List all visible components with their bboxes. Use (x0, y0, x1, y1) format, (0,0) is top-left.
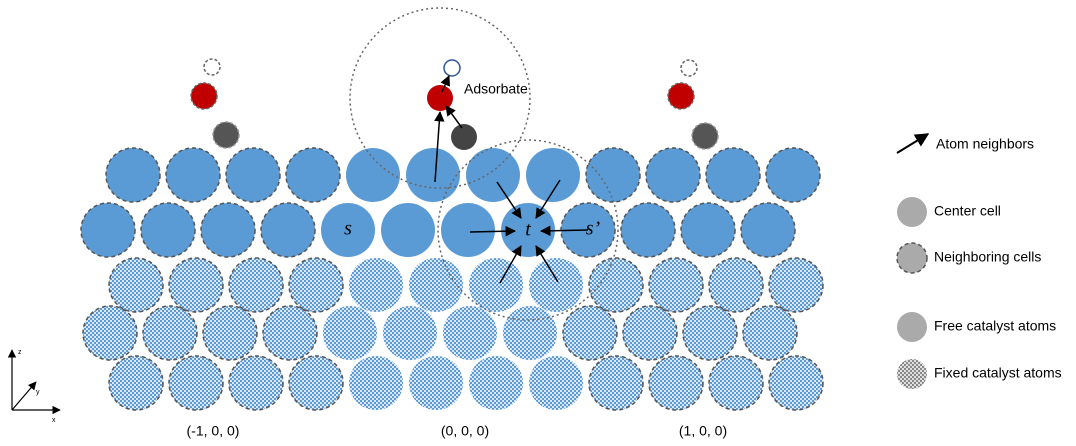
catalyst-atom (285, 147, 341, 203)
catalyst-atom (262, 305, 318, 361)
catalyst-atom (680, 202, 736, 258)
catalyst-atom (682, 305, 738, 361)
neighbor-arrows (434, 75, 589, 284)
catalyst-atom (142, 305, 198, 361)
catalyst-atoms (80, 147, 824, 411)
atom (443, 59, 461, 77)
cell-label: (-1, 0, 0) (187, 423, 240, 439)
catalyst-atom (202, 305, 258, 361)
legend-arrow (896, 133, 930, 154)
catalyst-atom (225, 147, 281, 203)
legend-swatch (897, 197, 927, 227)
catalyst-atom (708, 355, 764, 411)
catalyst-atom (742, 305, 798, 361)
legend-label: Fixed catalyst atoms (934, 365, 1062, 381)
catalyst-atom (168, 257, 224, 313)
catalyst-atom (585, 147, 641, 203)
site-cutoff (437, 139, 619, 321)
catalyst-atom (562, 305, 618, 361)
atom (680, 59, 698, 77)
catalyst-atom (288, 257, 344, 313)
catalyst-atom (705, 147, 761, 203)
catalyst-atom (529, 258, 583, 312)
atom (667, 82, 695, 110)
catalyst-atom (200, 202, 256, 258)
catalyst-atom (622, 305, 678, 361)
catalyst-atom (469, 356, 523, 410)
catalyst-atom (321, 203, 375, 257)
catalyst-atom (349, 258, 403, 312)
axes (7, 349, 61, 415)
legend-label: Atom neighbors (936, 136, 1034, 152)
catalyst-atom (529, 356, 583, 410)
catalyst-atom (765, 147, 821, 203)
site-label: s (344, 218, 352, 240)
catalyst-atom (768, 257, 824, 313)
adsorbate-label: Adsorbate (464, 81, 528, 97)
atom (451, 124, 477, 150)
catalyst-atom (588, 257, 644, 313)
atom (212, 121, 240, 149)
catalyst-atom (228, 257, 284, 313)
atom (427, 85, 453, 111)
site-label: s’ (586, 218, 601, 240)
legend-swatch (897, 359, 927, 389)
catalyst-atom (503, 306, 557, 360)
catalyst-atom (645, 147, 701, 203)
legend-swatch (897, 312, 927, 342)
site-label: t (525, 219, 531, 241)
catalyst-atom (108, 355, 164, 411)
catalyst-atom (406, 148, 460, 202)
catalyst-atom (80, 202, 136, 258)
catalyst-atom (323, 306, 377, 360)
catalyst-atom (288, 355, 344, 411)
catalyst-atom (381, 203, 435, 257)
adsorbates (190, 58, 719, 150)
catalyst-atom (526, 148, 580, 202)
axis-label: z (18, 349, 22, 356)
catalyst-atom (768, 355, 824, 411)
catalyst-atom (383, 306, 437, 360)
catalyst-atom (441, 203, 495, 257)
catalyst-atom (346, 148, 400, 202)
catalyst-atom (620, 202, 676, 258)
atom (190, 82, 218, 110)
atom (203, 58, 221, 76)
legend-swatch (896, 242, 928, 274)
catalyst-atom (409, 356, 463, 410)
catalyst-atom (648, 355, 704, 411)
catalyst-atom (466, 148, 520, 202)
cell-label: (1, 0, 0) (679, 423, 727, 439)
catalyst-atom (409, 258, 463, 312)
catalyst-atom (469, 258, 523, 312)
catalyst-atom (648, 257, 704, 313)
legend-label: Center cell (934, 203, 1001, 219)
catalyst-atom (228, 355, 284, 411)
catalyst-atom (82, 305, 138, 361)
legend-label: Neighboring cells (934, 249, 1041, 265)
catalyst-atom (108, 257, 164, 313)
axis-label: x (52, 417, 56, 424)
adsorbate-cutoff (349, 7, 531, 189)
catalyst-atom (588, 355, 644, 411)
catalyst-atom (165, 147, 221, 203)
legend-label: Free catalyst atoms (934, 318, 1056, 334)
catalyst-atom (708, 257, 764, 313)
legend: Atom neighbors Center cell Neighboring c… (896, 133, 1062, 389)
axis-label: y (36, 389, 40, 396)
catalyst-atom (168, 355, 224, 411)
catalyst-atom (140, 202, 196, 258)
catalyst-atom (105, 147, 161, 203)
cell-label: (0, 0, 0) (441, 423, 489, 439)
catalyst-atom (260, 202, 316, 258)
catalyst-atom (740, 202, 796, 258)
catalyst-atom (349, 356, 403, 410)
catalyst-atom (443, 306, 497, 360)
atom (691, 122, 719, 150)
